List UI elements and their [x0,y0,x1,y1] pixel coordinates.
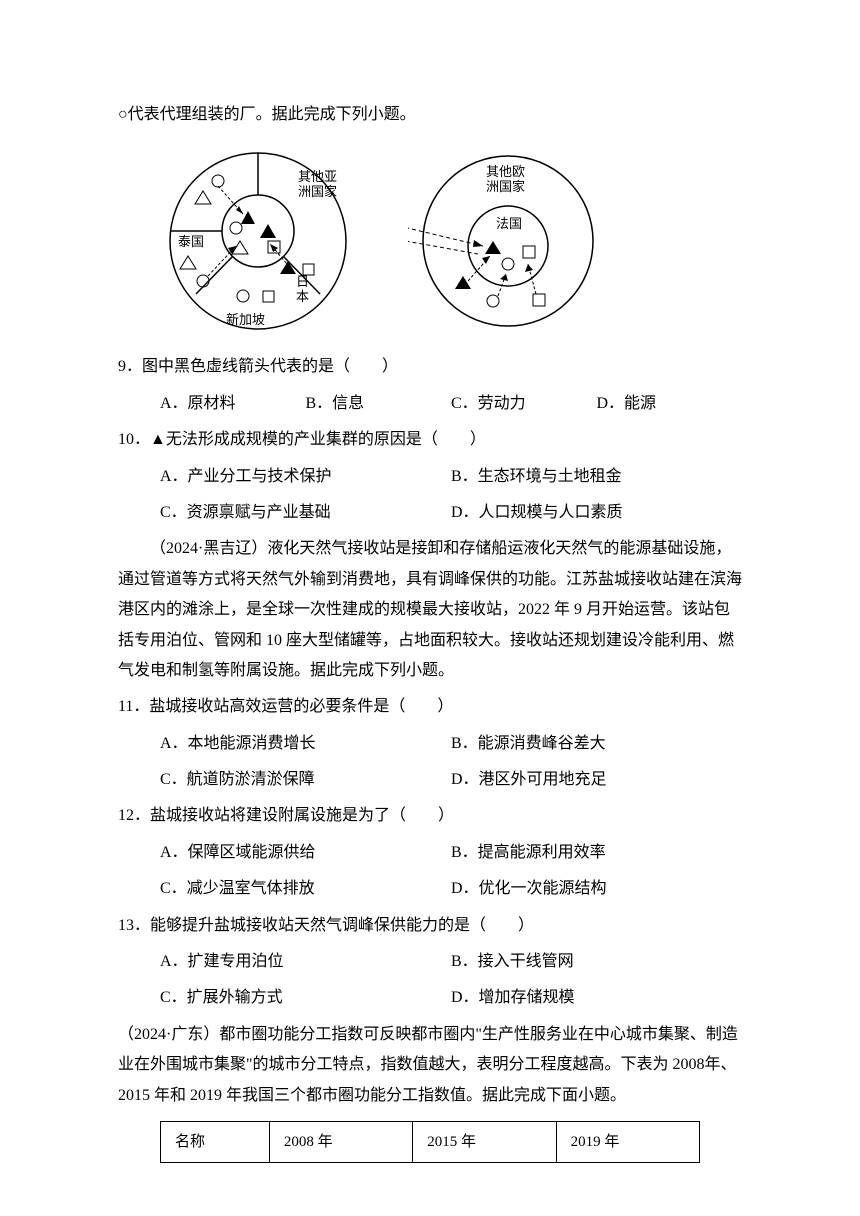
q10-opt-a: A．产业分工与技术保护 [160,462,451,492]
q9-opt-d: D．能源 [597,389,743,419]
q13-opt-a: A．扩建专用泊位 [160,947,451,977]
q10-options-cd: C．资源禀赋与产业基础 D．人口规模与人口素质 [118,498,742,528]
q11-text: 11．盐城接收站高效运营的必要条件是（ ） [118,692,742,722]
label-other-asia: 其他亚 [298,169,337,184]
passage3: （2024·广东）都市圈功能分工指数可反映都市圈内"生产性服务业在中心城市集聚、… [118,1020,742,1111]
q13-options-cd: C．扩展外输方式 D．增加存储规模 [118,983,742,1013]
q10-options-ab: A．产业分工与技术保护 B．生态环境与土地租金 [118,462,742,492]
q9-options: A．原材料 B．信息 C．劳动力 D．能源 [118,389,742,419]
q10-opt-d: D．人口规模与人口素质 [451,498,742,528]
svg-text:洲国家: 洲国家 [298,184,337,199]
q12-text: 12．盐城接收站将建设附属设施是为了（ ） [118,801,742,831]
q10-opt-c: C．资源禀赋与产业基础 [160,498,451,528]
q11-opt-d: D．港区外可用地充足 [451,765,742,795]
q11-options-ab: A．本地能源消费增长 B．能源消费峰谷差大 [118,729,742,759]
label-thailand: 泰国 [178,234,204,249]
svg-text:洲国家: 洲国家 [486,179,525,194]
q12-opt-c: C．减少温室气体排放 [160,874,451,904]
left-circle-diagram: 其他亚 洲国家 泰国 新加坡 日 本 [148,146,368,336]
q12-opt-a: A．保障区域能源供给 [160,838,451,868]
index-table: 名称 2008 年 2015 年 2019 年 [160,1121,700,1164]
q12-opt-d: D．优化一次能源结构 [451,874,742,904]
th-2019: 2019 年 [556,1121,699,1163]
passage2: （2024·黑吉辽）液化天然气接收站是接卸和存储船运液化天然气的能源基础设施，通… [118,534,742,686]
q12-options-ab: A．保障区域能源供给 B．提高能源利用效率 [118,838,742,868]
q13-text: 13．能够提升盐城接收站天然气调峰保供能力的是（ ） [118,911,742,941]
q11-options-cd: C．航道防淤清淤保障 D．港区外可用地充足 [118,765,742,795]
th-2015: 2015 年 [413,1121,556,1163]
q13-opt-b: B．接入干线管网 [451,947,742,977]
q11-opt-c: C．航道防淤清淤保障 [160,765,451,795]
q11-opt-b: B．能源消费峰谷差大 [451,729,742,759]
th-2008: 2008 年 [269,1121,412,1163]
label-france: 法国 [496,216,522,231]
q12-options-cd: C．减少温室气体排放 D．优化一次能源结构 [118,874,742,904]
q9-opt-c: C．劳动力 [451,389,597,419]
label-other-eu: 其他欧 [486,164,525,179]
intro-line: ○代表代理组装的厂。据此完成下列小题。 [118,100,742,130]
q13-opt-c: C．扩展外输方式 [160,983,451,1013]
svg-text:本: 本 [296,289,309,304]
right-circle-diagram: 其他欧 洲国家 法国 [408,146,608,336]
q13-options-ab: A．扩建专用泊位 B．接入干线管网 [118,947,742,977]
q12-opt-b: B．提高能源利用效率 [451,838,742,868]
label-japan: 日 [296,274,309,289]
q11-opt-a: A．本地能源消费增长 [160,729,451,759]
q10-text: 10．▲无法形成成规模的产业集群的原因是（ ） [118,425,742,455]
q9-opt-b: B．信息 [306,389,452,419]
q9-opt-a: A．原材料 [160,389,306,419]
label-singapore: 新加坡 [226,312,265,327]
q13-opt-d: D．增加存储规模 [451,983,742,1013]
q9-text: 9．图中黑色虚线箭头代表的是（ ） [118,352,742,382]
diagram-container: 其他亚 洲国家 泰国 新加坡 日 本 其他欧 洲国家 法国 [148,146,742,336]
th-name: 名称 [161,1121,270,1163]
q10-opt-b: B．生态环境与土地租金 [451,462,742,492]
